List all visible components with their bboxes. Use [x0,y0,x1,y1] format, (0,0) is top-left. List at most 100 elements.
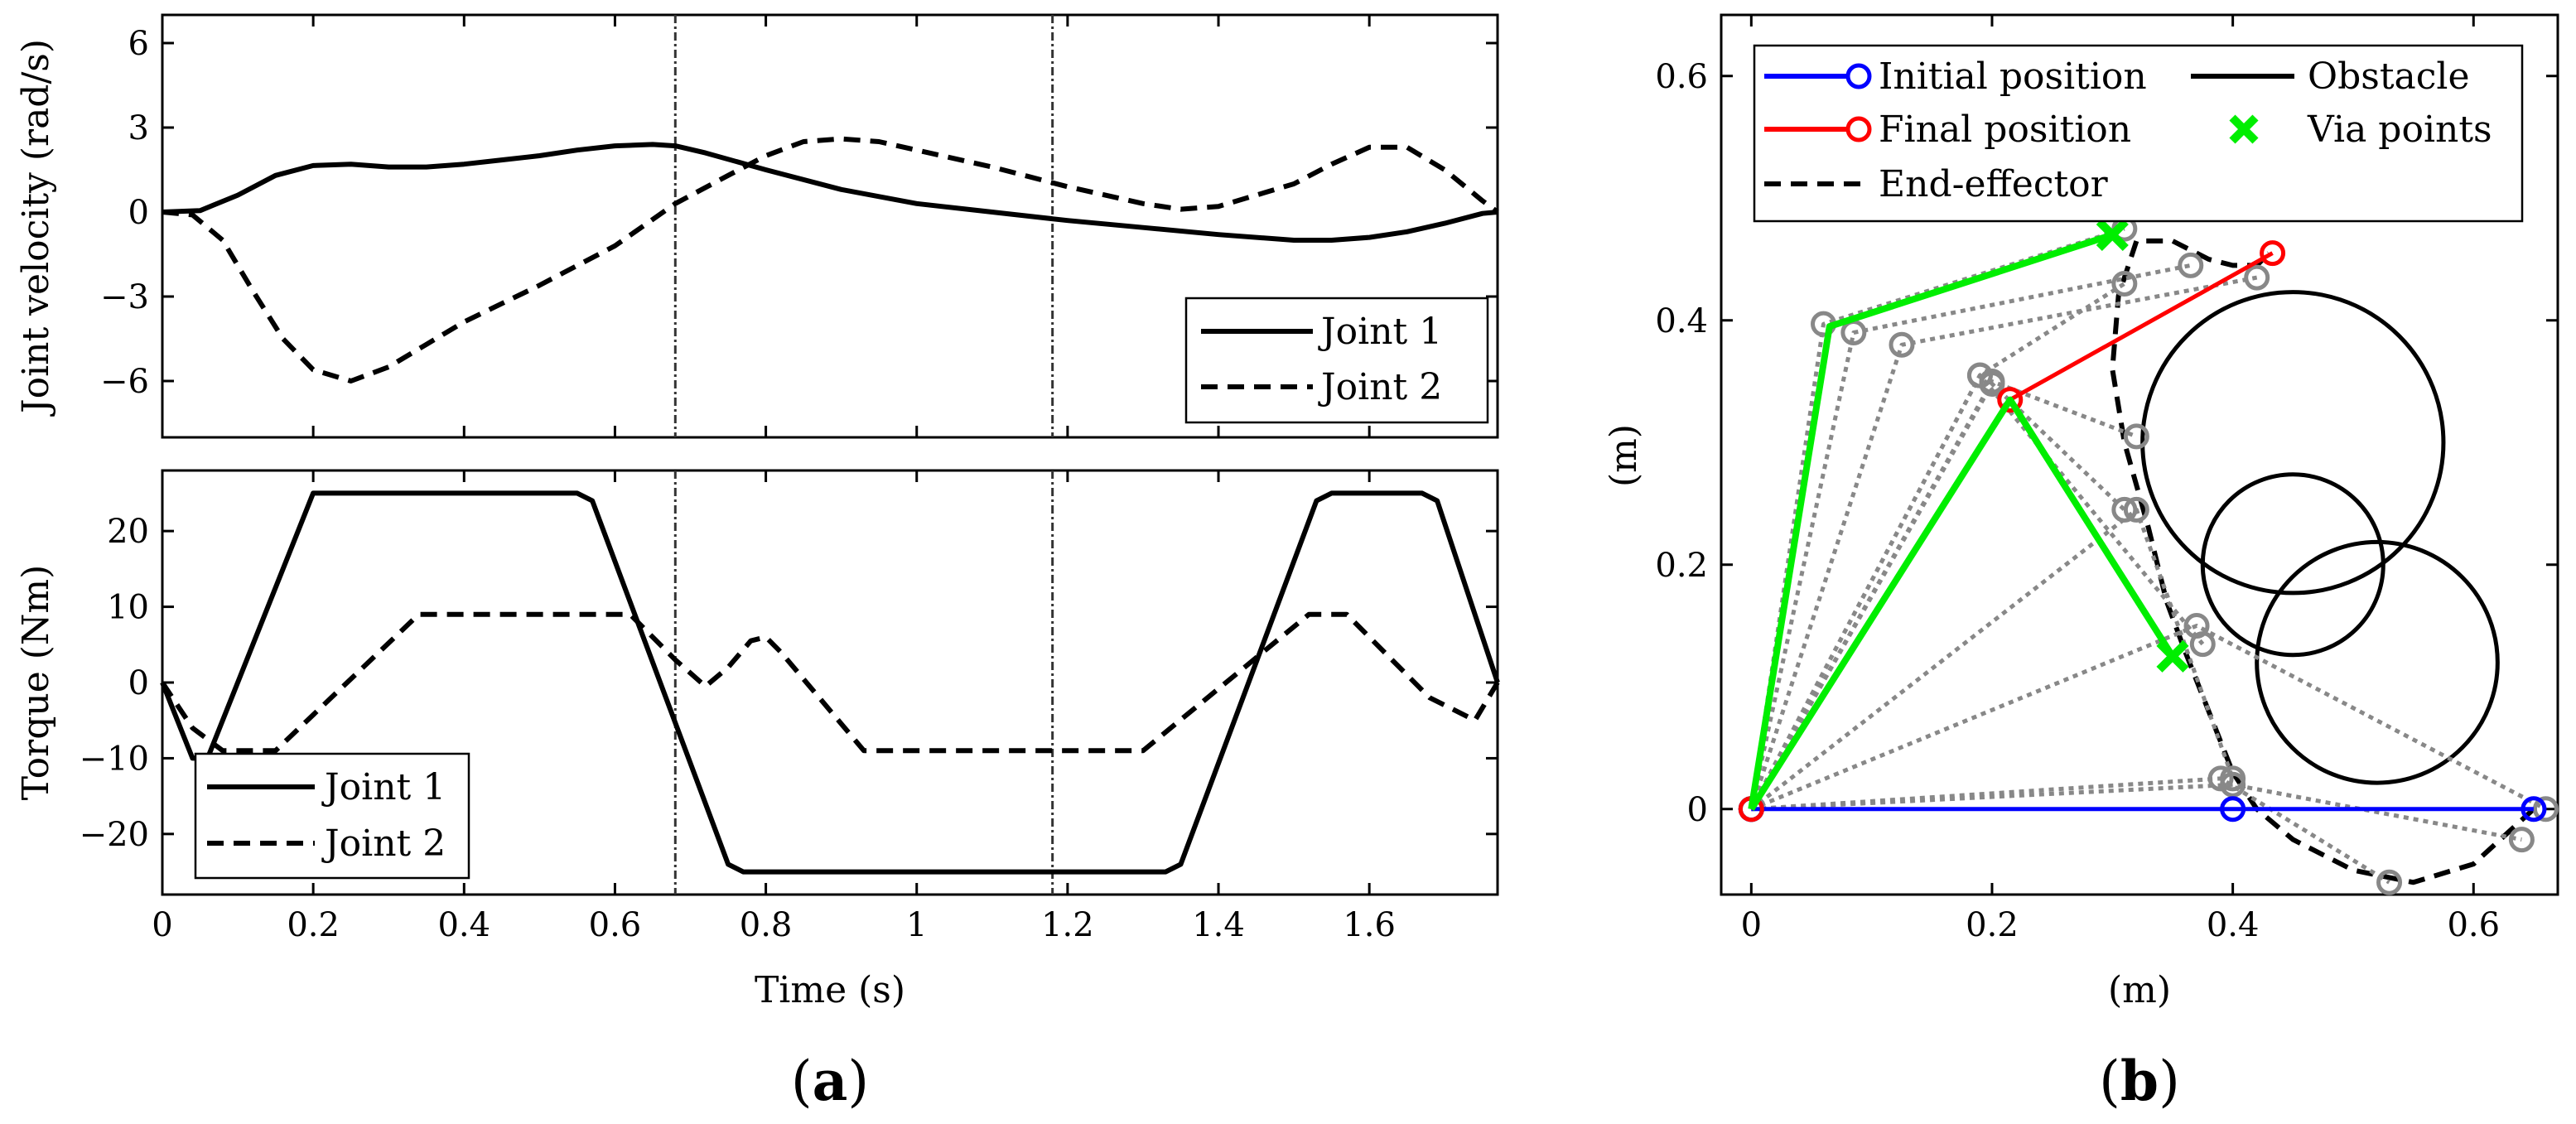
intermediate-config-joint-marker [2123,423,2149,450]
intermediate-config [1751,782,2522,842]
workspace-x-tick-label: 0.4 [2207,906,2260,944]
torque-y-tick-label: 0 [128,664,149,702]
workspace-y-tick-label: 0.2 [1655,547,1708,585]
workspace-y-tick-label: 0.4 [1655,302,1708,340]
torque-y-tick-label: 10 [107,589,149,627]
intermediate-config-joint-marker [2376,869,2403,895]
legend-via-points-label: Via points [2307,109,2492,151]
intermediate-config-joint-marker [2178,252,2204,278]
intermediate-config-joint-marker [2183,613,2210,639]
torque-legend: Joint 1 Joint 2 [194,752,470,880]
torque-x-tick-label: 0.8 [740,906,793,944]
via-config [1748,231,2114,810]
workspace-x-ticks: 0 0.2 0.4 0.6 [1741,15,2500,944]
obstacle-circle [2200,472,2385,658]
intermediate-config-joint-marker [1966,362,1993,388]
legend-final-label: Final position [1879,109,2131,151]
intermediate-config [1749,275,2258,810]
torque-x-ticks: 0 0.2 0.4 0.6 0.8 1 1.2 1.4 1.6 [152,470,1396,944]
final-config-joint-marker [1997,387,2024,413]
workspace-y-axis-label: (m) [1603,424,1645,487]
intermediate-config [1750,624,2547,812]
velocity-y-axis-label: Joint velocity (rad/s) [15,39,57,417]
workspace-plot: 0 0.2 0.4 0.6 0 0.2 0.4 0.6 (m) (m) Initial po… [1603,13,2559,1011]
torque-x-tick-label: 1 [906,906,927,944]
panel-label-a: (a) [791,1049,869,1113]
torque-x-tick-label: 1.4 [1192,906,1245,944]
intermediate-config-joint-marker [2532,796,2559,822]
torque-y-ticks: 20 10 0 −10 −20 [80,513,1498,854]
intermediate-config [1749,507,2235,811]
torque-legend-joint1-label: Joint 1 [321,766,446,808]
torque-x-tick-label: 1.6 [1343,906,1396,944]
velocity-y-tick-label: 0 [128,194,149,232]
torque-series-1 [160,490,1500,875]
intermediate-config [1749,373,2205,810]
workspace-x-tick-label: 0 [1741,906,1762,944]
obstacle-circle [2255,539,2500,785]
velocity-series-2 [162,136,1499,384]
workspace-y-ticks: 0 0.2 0.4 0.6 [1655,58,2558,829]
torque-x-tick-label: 1.2 [1041,906,1094,944]
intermediate-config-joint-marker [2123,496,2149,523]
via-config [1748,396,2176,811]
legend-initial-label: Initial position [1879,55,2147,98]
torque-legend-box [194,752,470,880]
velocity-plot-frame [161,13,1499,439]
torque-y-axis-label: Torque (Nm) [15,565,57,801]
initial-config-joint-marker [2220,796,2246,822]
workspace-y-tick-label: 0 [1687,791,1708,829]
torque-y-tick-label: 20 [107,513,149,551]
torque-series [160,490,1500,875]
velocity-vertical-markers [673,15,1054,437]
torque-legend-joint2-label: Joint 2 [321,822,446,865]
legend-obstacle-label: Obstacle [2308,55,2470,98]
velocity-legend: Joint 1 Joint 2 [1184,297,1489,424]
velocity-y-tick-label: −3 [100,278,149,316]
legend-end-effector-label: End-effector [1879,163,2109,205]
velocity-plot: 6 3 0 −3 −6 Joint velocity (rad/s) Joint 1 J… [15,13,1499,439]
velocity-legend-joint1-label: Joint 1 [1318,311,1442,353]
torque-x-tick-label: 0.2 [287,906,340,944]
workspace-content [1738,215,2559,895]
legend-final-marker [1845,116,1872,142]
workspace-x-axis-label: (m) [2108,969,2171,1011]
intermediate-config [1749,381,2126,811]
velocity-legend-box [1184,297,1489,424]
torque-x-tick-label: 0.6 [589,906,642,944]
workspace-legend: Initial position Final position End-effe… [1753,44,2524,223]
legend-initial-marker [1845,63,1872,89]
torque-x-tick-label: 0 [152,906,172,944]
velocity-y-tick-label: −6 [100,363,149,401]
workspace-y-tick-label: 0.6 [1655,58,1708,96]
workspace-legend-box [1753,44,2524,223]
intermediate-config-joint-marker [2508,827,2535,853]
legend-via-points-marker [2229,114,2259,144]
torque-series-2 [160,611,1500,754]
end-effector-path [2110,238,2535,885]
intermediate-config-joint-marker [2111,271,2138,297]
velocity-y-tick-label: 6 [128,25,149,63]
workspace-x-tick-label: 0.2 [1966,906,2019,944]
intermediate-config-joint-marker [2244,264,2270,291]
via-point-marker [2156,639,2189,673]
final-config-joint-marker [2260,240,2286,267]
intermediate-config-joint-marker [2220,771,2246,798]
velocity-legend-joint2-label: Joint 2 [1318,366,1442,408]
torque-vertical-markers [673,470,1054,895]
velocity-y-tick-label: 3 [128,109,149,147]
intermediate-config [1751,776,2390,885]
intermediate-config-joint-marker [1889,331,1915,358]
torque-y-tick-label: −10 [80,740,149,778]
torque-y-tick-label: −20 [80,816,149,854]
via-point-marker [2096,218,2129,252]
obstacle-circle [2140,290,2446,596]
intermediate-config [1749,263,2192,810]
initial-config-joint-marker [2521,796,2547,822]
torque-x-axis-label: Time (s) [755,969,905,1011]
velocity-series-1 [162,142,1498,243]
torque-plot: 20 10 0 −10 −20 0 0.2 0.4 0.6 0.8 1 1.2 1.4 1.6 Torq… [15,469,1500,1011]
workspace-x-tick-label: 0.6 [2447,906,2500,944]
workspace-plot-frame [1720,13,2559,896]
